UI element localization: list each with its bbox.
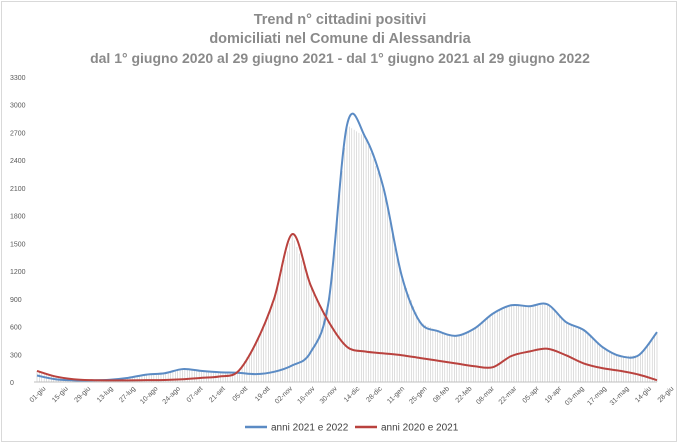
chart-title-line-1: Trend n° cittadini positivi: [253, 12, 427, 28]
x-tick-label: 08-feb: [432, 385, 451, 404]
y-tick-label: 1800: [10, 214, 26, 221]
x-tick-label: 17-mag: [586, 385, 608, 407]
x-tick-label: 10-ago: [139, 385, 159, 405]
y-tick-label: 600: [10, 325, 22, 332]
x-tick-label: 30-nov: [319, 385, 339, 405]
y-tick-label: 3000: [10, 103, 26, 110]
y-tick-label: 1500: [10, 241, 26, 248]
x-tick-label: 14-giu: [634, 385, 653, 404]
x-tick-label: 22-mar: [498, 385, 519, 406]
x-tick-label: 28-dic: [365, 385, 384, 404]
chart-title-line-3: dal 1° giugno 2020 al 29 giugno 2021 - d…: [90, 50, 590, 66]
area-hatch: [36, 125, 658, 382]
x-tick-label: 02-nov: [274, 385, 294, 405]
x-tick-label: 22-feb: [455, 385, 474, 404]
x-tick-label: 11-gen: [386, 385, 406, 405]
series-line-0: [36, 112, 658, 382]
x-tick-label: 05-ott: [232, 385, 250, 403]
x-tick-label: 01-giu: [29, 385, 48, 404]
x-tick-label: 21-set: [208, 385, 227, 404]
y-tick-label: 3300: [10, 75, 26, 82]
x-tick-label: 05-apr: [522, 385, 542, 405]
chart-title-line-2: domiciliati nel Comune di Alessandria: [209, 31, 471, 47]
y-tick-label: 0: [10, 380, 14, 387]
x-tick-label: 14-dic: [343, 385, 362, 404]
y-tick-label: 2400: [10, 158, 26, 165]
x-tick-label: 03-mag: [564, 385, 586, 407]
y-tick-label: 2100: [10, 186, 26, 193]
y-tick-label: 1200: [10, 269, 26, 276]
x-tick-label: 29-giu: [74, 385, 93, 404]
y-tick-label: 900: [10, 297, 22, 304]
x-tick-label: 31-mag: [609, 385, 631, 407]
y-tick-label: 300: [10, 352, 22, 359]
x-tick-label: 24-ago: [162, 385, 182, 405]
series-line-1: [36, 233, 658, 382]
x-tick-label: 25-gen: [408, 385, 428, 405]
x-tick-label: 28-giu: [657, 385, 676, 404]
x-tick-label: 19-ott: [254, 385, 272, 403]
x-tick-label: 19-apr: [544, 385, 564, 405]
legend-label-1: anni 2020 e 2021: [381, 423, 459, 434]
x-tick-label: 08-mar: [475, 385, 496, 406]
x-tick-label: 07-set: [186, 385, 205, 404]
x-tick-label: 15-giu: [51, 385, 70, 404]
x-tick-label: 27-lug: [118, 385, 137, 404]
x-tick-label: 13-lug: [96, 385, 115, 404]
legend-label-0: anni 2021 e 2022: [271, 423, 349, 434]
y-tick-label: 2700: [10, 130, 26, 137]
x-tick-label: 16-nov: [296, 385, 316, 405]
